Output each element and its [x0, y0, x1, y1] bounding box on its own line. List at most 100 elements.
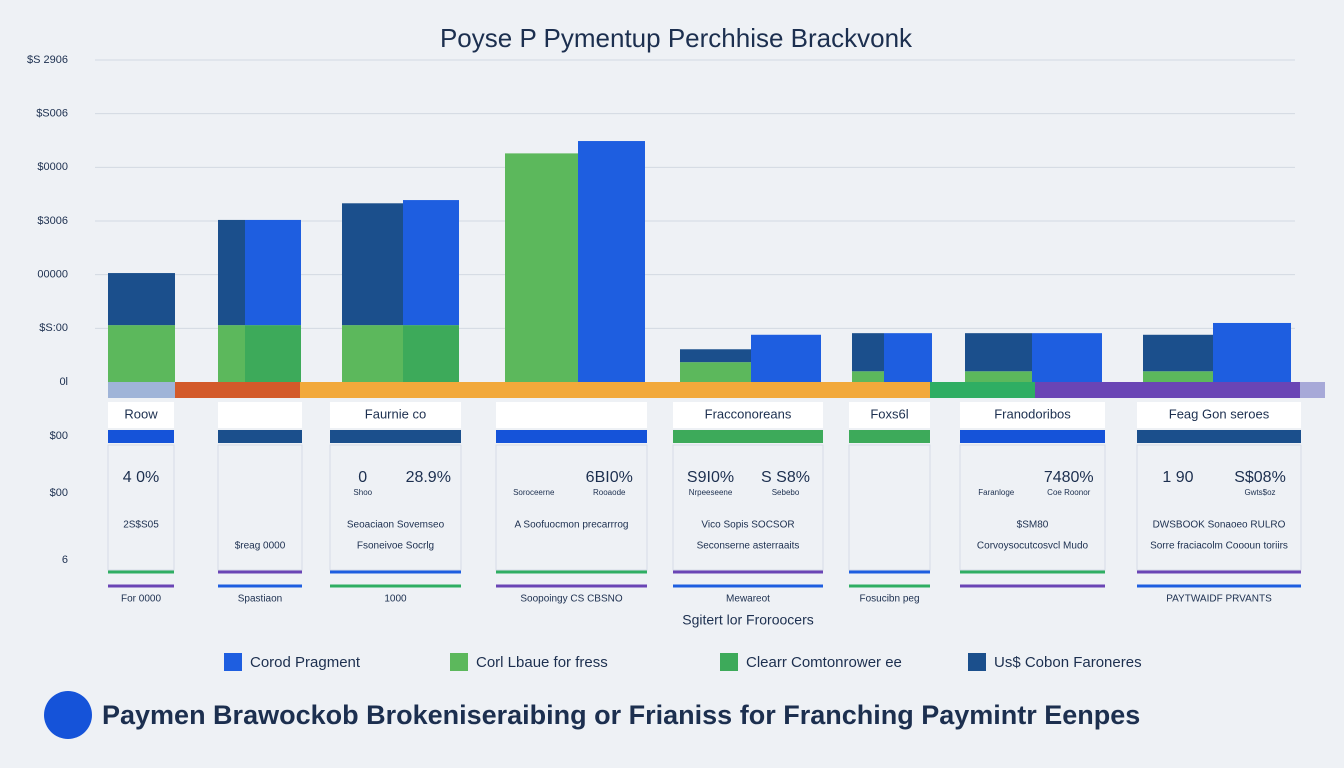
panel-row: Corvoysocutcosvcl Mudo — [977, 541, 1089, 552]
legend-label: Clearr Comtonrower ee — [746, 654, 902, 671]
panel-row: Fosucibn peg — [859, 594, 919, 605]
y-tick-label: 0l — [59, 376, 68, 388]
bar-segment — [218, 219, 245, 326]
bar-segment — [884, 333, 932, 382]
strip — [1035, 382, 1300, 398]
panel-note: Gwts$oz — [1244, 488, 1275, 497]
side-label: $00 — [50, 487, 68, 499]
legend-label: Us$ Cobon Faroneres — [994, 654, 1142, 671]
panel-body — [495, 444, 648, 571]
panel-bar — [1137, 430, 1301, 443]
panel-note: Soroceerne — [513, 488, 555, 497]
panel-header: Roow — [124, 406, 158, 421]
panel-stat: 4 0% — [123, 469, 159, 486]
panel-row: PAYTWAIDF PRVANTS — [1166, 594, 1272, 605]
y-tick-label: $S:00 — [39, 322, 68, 334]
panel-header-box — [218, 402, 302, 428]
panel-bar — [108, 430, 174, 443]
panel-row: 1000 — [384, 594, 407, 605]
footer-icon — [44, 691, 92, 739]
panel-header: Feag Gon seroes — [1169, 406, 1270, 421]
legend-label: Corl Lbaue for fress — [476, 654, 608, 671]
panel-row: Seoaciaon Sovemseo — [347, 520, 445, 531]
panel-bar — [218, 430, 302, 443]
panel-header: Franodoribos — [994, 406, 1071, 421]
panel-header-box — [108, 402, 174, 428]
bar-segment — [342, 325, 403, 382]
panel-row: Mewareot — [726, 594, 770, 605]
panel-stat: 7480% — [1044, 469, 1094, 486]
panel-header: Faurnie co — [365, 406, 426, 421]
bar-segment — [245, 325, 301, 382]
y-tick-label: $0000 — [37, 161, 68, 173]
panel-body — [848, 444, 931, 571]
panel-note: Faranloge — [978, 488, 1015, 497]
panel-header-box — [673, 402, 823, 428]
legend-swatch — [450, 653, 468, 671]
panel-header-box — [496, 402, 647, 428]
panel-header: Fracconoreans — [705, 406, 792, 421]
panel-row: $reag 0000 — [235, 541, 286, 552]
chart-title: Poyse P Pymentup Perchhise Brackvonk — [440, 23, 913, 53]
y-tick-label: 00000 — [37, 269, 68, 281]
y-tick-label: $S 2906 — [27, 54, 68, 66]
bar-segment — [108, 273, 175, 326]
panel-body — [217, 444, 303, 571]
panel-row: Spastiaon — [238, 594, 282, 605]
panel-body — [672, 444, 824, 571]
panel-body — [107, 444, 175, 571]
panel-row: A Soofuocmon precarrrog — [515, 520, 629, 531]
panel-row: Soopoingy CS CBSNO — [520, 594, 622, 605]
panel-row: DWSBOOK Sonaoeo RULRO — [1153, 520, 1286, 531]
legend-swatch — [224, 653, 242, 671]
panel-stat: S9I0% — [687, 469, 734, 486]
strip — [108, 382, 175, 398]
panel-body — [329, 444, 462, 571]
y-tick-label: $S006 — [36, 108, 68, 120]
panel-row: Fsoneivoe Socrlg — [357, 541, 434, 552]
bar-segment — [965, 333, 1032, 372]
panel-note: Shoo — [353, 488, 372, 497]
panel-row: For 0000 — [121, 594, 161, 605]
bar-segment — [680, 349, 751, 363]
strip — [1300, 382, 1325, 398]
panel-stat: 1 90 — [1162, 469, 1193, 486]
panel-header: Foxs6l — [870, 406, 908, 421]
panel-header-box — [1137, 402, 1301, 428]
panel-note: Rooaode — [593, 488, 626, 497]
strip — [175, 382, 300, 398]
panel-header-box — [849, 402, 930, 428]
panel-row: Seconserne asterraaits — [697, 541, 800, 552]
caption: Sgitert lor Froroocers — [682, 612, 813, 628]
bar-segment — [1143, 371, 1213, 382]
bar-segment — [852, 371, 884, 382]
bar-segment — [680, 362, 751, 382]
bar-segment — [403, 325, 459, 382]
bar-segment — [1143, 334, 1213, 372]
bar-segment — [965, 371, 1032, 382]
bar-segment — [218, 325, 245, 382]
footer-text: Paymen Brawockob Brokeniseraibing or Fri… — [102, 700, 1140, 730]
legend-swatch — [720, 653, 738, 671]
panel-body — [1136, 444, 1302, 571]
panel-note: Coe Roonor — [1047, 488, 1090, 497]
strip — [300, 382, 930, 398]
bar-segment — [578, 141, 645, 382]
bar-segment — [245, 219, 301, 326]
bar-segment — [751, 334, 821, 382]
panel-note: Nrpeeseene — [689, 488, 733, 497]
panel-row: $SM80 — [1017, 520, 1049, 531]
panel-body — [959, 444, 1106, 571]
panel-header-box — [330, 402, 461, 428]
panel-stat: 6BI0% — [586, 469, 633, 486]
panel-bar — [496, 430, 647, 443]
legend-swatch — [968, 653, 986, 671]
bar-segment — [1032, 333, 1102, 382]
bar-segment — [852, 333, 884, 372]
panel-row: 2S$S05 — [123, 520, 159, 531]
panel-stat: 28.9% — [406, 469, 451, 486]
side-label: $00 — [50, 430, 68, 442]
side-label: 6 — [62, 554, 68, 566]
y-tick-label: $3006 — [37, 215, 68, 227]
